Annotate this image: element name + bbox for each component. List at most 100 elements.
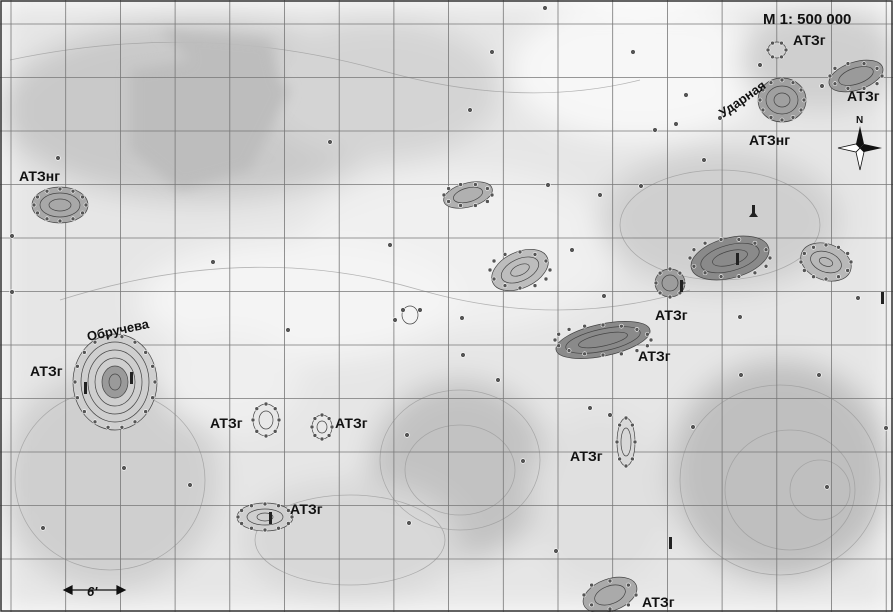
sample-point <box>276 417 282 423</box>
sample-point <box>763 263 769 269</box>
anomaly-nw <box>31 186 89 224</box>
sample-point <box>633 592 639 598</box>
anomaly-south-1 <box>236 502 294 532</box>
sample-point <box>239 521 244 526</box>
sample-point <box>582 351 587 357</box>
sample-point <box>653 280 659 286</box>
sample-point <box>798 259 804 265</box>
sample-point <box>879 73 885 79</box>
sample-point <box>832 81 838 86</box>
sample-point <box>827 73 833 79</box>
sample-point <box>263 433 269 439</box>
sample-point <box>119 334 125 339</box>
sample-point <box>673 121 679 127</box>
sample-point <box>285 327 291 333</box>
sample-point <box>187 482 193 488</box>
sample-point <box>35 210 40 216</box>
sample-point <box>630 49 636 55</box>
sample-point <box>132 419 138 425</box>
sample-point <box>458 203 463 208</box>
sample-point <box>718 237 724 242</box>
sample-point <box>473 203 478 208</box>
sample-point <box>738 372 744 378</box>
sample-point <box>329 424 335 430</box>
well-icon-4 <box>130 372 133 384</box>
sample-point <box>319 412 325 418</box>
sample-point <box>92 419 98 425</box>
sample-point <box>262 527 268 533</box>
sample-point <box>736 237 742 242</box>
sample-point <box>690 424 696 430</box>
sample-point <box>80 194 85 200</box>
sample-point <box>75 363 80 369</box>
sample-point <box>861 86 867 91</box>
sample-point <box>587 405 593 411</box>
sample-point <box>460 352 466 358</box>
sample-point <box>601 293 607 299</box>
sample-point <box>105 334 111 339</box>
sample-point <box>545 182 551 188</box>
sample-point <box>55 155 61 161</box>
north-arrow-icon: N <box>837 115 882 171</box>
well-icon-3 <box>680 280 683 292</box>
sample-point <box>254 429 260 434</box>
sample-point <box>836 274 841 280</box>
sample-point <box>819 83 825 89</box>
sample-point <box>57 218 63 224</box>
sample-point <box>489 49 495 55</box>
sample-point <box>702 270 708 276</box>
anomaly-ridge <box>555 235 770 359</box>
contour-lines <box>9 41 881 586</box>
sample-point <box>543 276 549 282</box>
sample-point <box>790 80 796 85</box>
sample-point <box>619 323 624 329</box>
sample-point <box>119 425 125 430</box>
sample-point <box>520 458 526 464</box>
well-icon-8 <box>269 512 272 524</box>
sample-point <box>152 379 158 385</box>
sample-point <box>717 115 723 121</box>
sample-point <box>798 107 804 113</box>
sample-point <box>589 582 594 588</box>
sample-point <box>9 233 15 239</box>
sample-point <box>547 267 553 273</box>
anomaly-c2 <box>491 248 549 292</box>
sample-point <box>83 202 89 208</box>
sample-point <box>40 525 46 531</box>
sample-point <box>823 242 829 248</box>
well-icon-5 <box>84 382 87 394</box>
sample-point <box>845 268 850 273</box>
sample-point <box>677 270 683 276</box>
sample-point <box>263 401 269 407</box>
sample-point <box>607 578 613 584</box>
sample-point <box>553 548 559 554</box>
sample-point <box>326 433 332 438</box>
sample-point <box>823 276 829 282</box>
sample-point <box>630 456 635 462</box>
sample-point <box>811 244 816 250</box>
sample-point <box>638 183 644 189</box>
sample-point <box>487 267 493 273</box>
sample-point <box>691 263 697 269</box>
sample-point <box>249 525 254 531</box>
sample-point <box>404 432 410 438</box>
sample-point <box>768 80 774 85</box>
sample-point <box>874 81 880 86</box>
label-atzg-8: АТЗг <box>570 448 603 464</box>
sample-point <box>623 415 629 421</box>
label-atzg-4: АТЗг <box>655 307 688 323</box>
sample-point <box>883 425 889 431</box>
sample-point <box>502 283 508 288</box>
sample-point <box>752 240 758 246</box>
sample-point <box>326 416 332 421</box>
sample-point <box>485 186 490 191</box>
sample-point <box>691 247 697 253</box>
sample-point <box>597 192 603 198</box>
sample-point <box>845 86 851 91</box>
label-atzng-2: АТЗнг <box>19 168 60 184</box>
sample-point <box>702 240 708 246</box>
sample-point <box>72 379 78 385</box>
sample-point <box>617 422 622 428</box>
